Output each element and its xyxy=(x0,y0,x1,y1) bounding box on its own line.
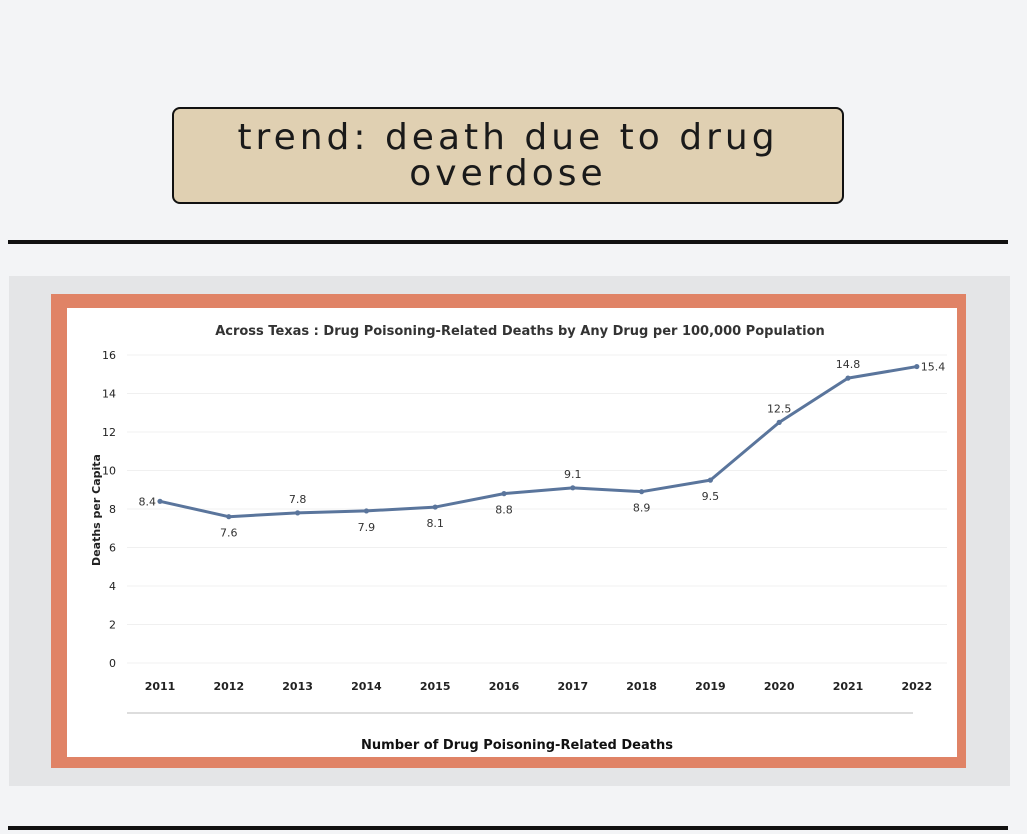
data-point xyxy=(776,419,782,425)
y-tick-label: 2 xyxy=(109,619,116,632)
x-tick-label: 2015 xyxy=(420,680,451,693)
x-tick-label: 2014 xyxy=(351,680,382,693)
divider-bottom xyxy=(8,826,1008,830)
data-point xyxy=(845,375,851,381)
data-label: 14.8 xyxy=(836,358,861,371)
series-line xyxy=(159,365,918,519)
data-label: 7.6 xyxy=(220,527,238,540)
data-label: 9.5 xyxy=(702,490,720,503)
data-label: 8.4 xyxy=(139,495,157,508)
data-label: 9.1 xyxy=(564,468,582,481)
data-label: 8.1 xyxy=(426,517,444,530)
x-tick-label: 2018 xyxy=(626,680,657,693)
data-point xyxy=(707,477,714,483)
data-point xyxy=(295,510,301,516)
y-tick-label: 0 xyxy=(109,657,116,670)
y-tick-label: 14 xyxy=(102,388,116,401)
x-axis-label: Number of Drug Poisoning-Related Deaths xyxy=(361,738,673,753)
data-point xyxy=(639,489,645,495)
chart-card: Across Texas : Drug Poisoning-Related De… xyxy=(67,308,957,757)
y-tick-label: 12 xyxy=(102,426,116,439)
data-point xyxy=(157,498,163,504)
y-tick-label: 16 xyxy=(102,349,116,362)
data-label: 7.8 xyxy=(289,493,307,506)
x-tick-label: 2020 xyxy=(764,680,795,693)
line-chart: Across Texas : Drug Poisoning-Related De… xyxy=(90,324,947,753)
x-tick-label: 2016 xyxy=(489,680,520,693)
data-label: 7.9 xyxy=(358,521,376,534)
y-axis-label: Deaths per Capita xyxy=(90,454,103,566)
page-title: trend: death due to drug overdose xyxy=(237,116,779,194)
data-label: 12.5 xyxy=(767,402,792,415)
data-label: 8.8 xyxy=(495,504,513,517)
x-tick-label: 2017 xyxy=(557,680,588,693)
y-tick-label: 10 xyxy=(102,465,116,478)
divider-top xyxy=(8,240,1008,244)
x-tick-label: 2022 xyxy=(901,680,932,693)
x-tick-label: 2019 xyxy=(695,680,726,693)
chart-title: Across Texas : Drug Poisoning-Related De… xyxy=(215,324,825,339)
title-banner: trend: death due to drug overdose xyxy=(172,107,844,204)
data-point xyxy=(570,485,576,491)
y-tick-label: 8 xyxy=(109,503,116,516)
data-point xyxy=(432,504,438,510)
data-point xyxy=(363,508,369,514)
y-tick-label: 4 xyxy=(109,580,116,593)
data-point xyxy=(501,491,507,497)
data-label: 15.4 xyxy=(921,361,946,374)
data-point xyxy=(914,363,920,370)
data-label: 8.9 xyxy=(633,502,651,515)
x-tick-label: 2021 xyxy=(833,680,864,693)
x-tick-label: 2011 xyxy=(145,680,176,693)
data-point xyxy=(226,514,232,520)
x-tick-label: 2012 xyxy=(213,680,244,693)
y-tick-label: 6 xyxy=(109,542,116,555)
x-tick-label: 2013 xyxy=(282,680,313,693)
